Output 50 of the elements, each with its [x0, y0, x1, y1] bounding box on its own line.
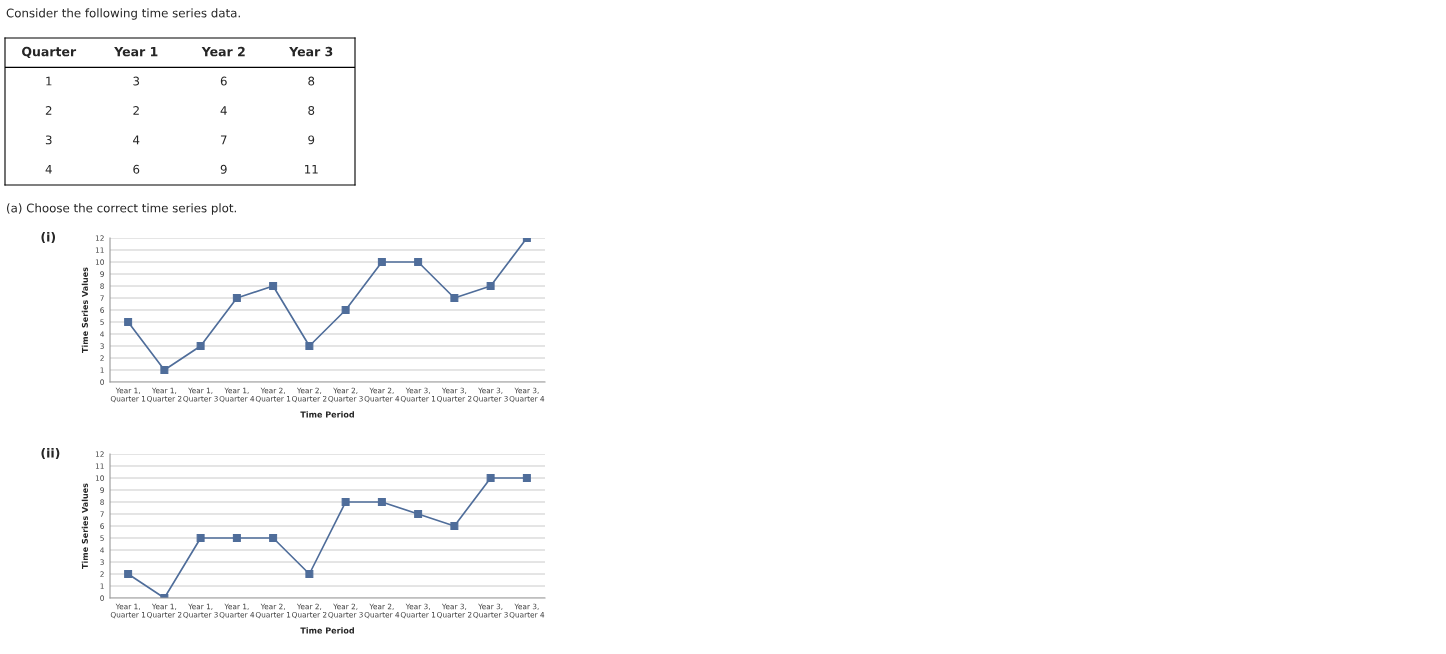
- chart-title: (i): [41, 231, 56, 244]
- point: [305, 342, 314, 350]
- chart-title: (ii): [41, 447, 60, 460]
- point: [160, 366, 169, 374]
- point: [124, 318, 133, 326]
- data-label: 8: [308, 106, 315, 115]
- data-label: 4: [133, 135, 140, 145]
- y-axis-title: Time Series Values: [81, 483, 88, 569]
- x-tick-label: Year 3: [289, 46, 333, 57]
- point: [377, 258, 386, 266]
- point: [196, 342, 205, 350]
- point: [486, 282, 495, 290]
- y-tick-label: 2: [45, 106, 52, 115]
- x-axis-title: Time Period: [300, 411, 354, 418]
- point: [196, 534, 205, 542]
- point: [232, 534, 241, 542]
- point: [450, 522, 459, 530]
- point: [450, 294, 459, 302]
- data-label: 8: [308, 76, 315, 86]
- data-label: 9: [220, 164, 227, 174]
- point: [341, 306, 350, 314]
- x-axis-title: Time Period: [300, 627, 354, 634]
- point: [124, 570, 133, 578]
- point: [486, 474, 495, 482]
- chart-title: Consider the following time series data.: [6, 8, 240, 20]
- point: [522, 474, 531, 482]
- data-label: 4: [220, 106, 227, 115]
- data-label: 6: [220, 76, 227, 86]
- point: [414, 258, 423, 266]
- data-label: 9: [308, 135, 315, 145]
- y-tick-label: 1: [46, 76, 52, 86]
- x-tick-label: Year 1: [114, 47, 158, 57]
- x-tick-label: Year 2: [201, 46, 245, 57]
- data-label: 3: [133, 76, 140, 86]
- point: [377, 498, 386, 506]
- text: (a) Choose the correct time series plot.: [7, 203, 236, 215]
- data-label: 2: [133, 106, 139, 115]
- point: [269, 534, 278, 542]
- data-label: 11: [305, 164, 318, 174]
- y-axis-title: Quarter: [22, 46, 77, 58]
- point: [305, 570, 314, 578]
- y-tick-label: 3: [45, 135, 52, 145]
- point: [232, 294, 241, 302]
- y-axis-title: Time Series Values: [81, 267, 88, 353]
- data-label: 7: [220, 135, 227, 145]
- point: [269, 282, 278, 290]
- point: [414, 510, 423, 518]
- y-tick-label: 4: [45, 164, 52, 174]
- point: [341, 498, 350, 506]
- data-label: 6: [133, 164, 140, 174]
